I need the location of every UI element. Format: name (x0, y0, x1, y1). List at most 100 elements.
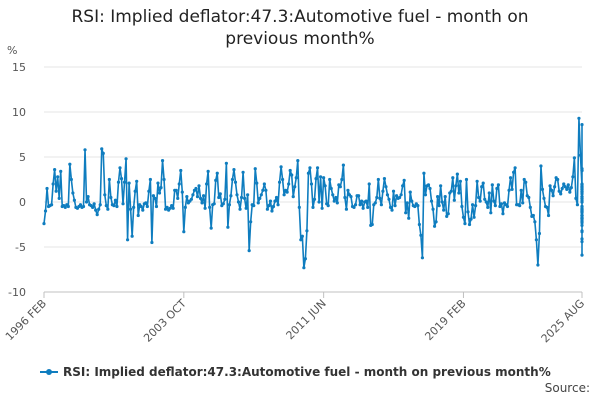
data-point-47[interactable] (113, 198, 118, 202)
data-point-324[interactable] (534, 238, 538, 242)
data-point-53[interactable] (122, 180, 127, 184)
data-point-97[interactable] (189, 197, 194, 201)
data-point-71[interactable] (150, 240, 154, 245)
data-point-251[interactable] (423, 193, 428, 197)
data-point-144[interactable] (261, 188, 265, 192)
data-point-98[interactable] (191, 193, 195, 197)
data-point-59[interactable] (132, 205, 136, 209)
data-point-281[interactable] (469, 217, 473, 221)
data-point-399[interactable] (580, 217, 584, 221)
data-point-290[interactable] (483, 197, 487, 201)
data-point-148[interactable] (267, 204, 271, 208)
data-point-135[interactable] (247, 249, 251, 253)
data-point-179[interactable] (314, 177, 318, 181)
data-point-277[interactable] (463, 222, 467, 226)
data-point-344[interactable] (565, 187, 569, 191)
data-point-36[interactable] (97, 207, 101, 211)
data-point-406[interactable] (580, 196, 584, 200)
data-point-42[interactable] (106, 207, 110, 211)
data-point-160[interactable] (285, 190, 289, 194)
data-point-14[interactable] (63, 205, 67, 209)
data-point-261[interactable] (439, 184, 443, 188)
data-point-156[interactable] (279, 165, 283, 169)
data-point-43[interactable] (107, 177, 111, 182)
data-point-73[interactable] (153, 196, 157, 200)
data-point-228[interactable] (388, 205, 393, 209)
data-point-352[interactable] (577, 116, 581, 120)
data-point-11[interactable] (59, 169, 63, 173)
data-point-287[interactable] (478, 199, 482, 203)
data-point-238[interactable] (404, 211, 408, 215)
data-point-44[interactable] (109, 195, 113, 200)
data-point-84[interactable] (170, 204, 174, 208)
data-point-2[interactable] (45, 186, 49, 191)
data-point-78[interactable] (160, 159, 165, 163)
data-point-294[interactable] (489, 211, 493, 215)
data-point-343[interactable] (563, 185, 567, 189)
data-point-247[interactable] (417, 222, 421, 227)
data-point-283[interactable] (472, 215, 476, 219)
data-point-402[interactable] (580, 200, 584, 204)
data-point-121[interactable] (226, 225, 230, 229)
data-point-239[interactable] (405, 201, 409, 205)
data-point-356[interactable] (580, 123, 584, 127)
data-point-167[interactable] (296, 159, 300, 163)
data-point-229[interactable] (390, 208, 394, 212)
data-point-16[interactable] (66, 204, 70, 209)
data-point-300[interactable] (498, 204, 502, 209)
data-point-136[interactable] (249, 220, 253, 224)
data-point-101[interactable] (195, 195, 200, 199)
data-point-113[interactable] (214, 178, 218, 182)
data-point-163[interactable] (290, 173, 294, 177)
data-point-173[interactable] (305, 229, 309, 233)
data-point-195[interactable] (338, 185, 342, 189)
data-point-380[interactable] (580, 240, 584, 244)
data-point-104[interactable] (200, 201, 204, 205)
data-point-120[interactable] (224, 161, 228, 165)
data-point-269[interactable] (451, 176, 455, 180)
data-point-172[interactable] (303, 257, 307, 261)
data-point-85[interactable] (171, 206, 175, 210)
data-point-358[interactable] (580, 253, 584, 257)
data-point-139[interactable] (253, 167, 257, 171)
data-point-37[interactable] (98, 203, 102, 207)
data-point-349[interactable] (572, 156, 576, 160)
data-point-272[interactable] (455, 172, 459, 176)
data-point-79[interactable] (162, 177, 166, 182)
data-point-285[interactable] (475, 179, 479, 183)
data-point-162[interactable] (288, 168, 292, 173)
data-point-125[interactable] (232, 168, 236, 172)
data-point-218[interactable] (373, 201, 377, 205)
data-point-320[interactable] (528, 205, 532, 209)
data-point-169[interactable] (299, 238, 303, 242)
data-point-29[interactable] (86, 195, 90, 199)
data-point-193[interactable] (335, 201, 339, 205)
data-point-166[interactable] (294, 176, 298, 180)
data-point-342[interactable] (562, 182, 566, 186)
data-point-141[interactable] (256, 201, 260, 205)
data-point-146[interactable] (264, 188, 268, 192)
data-point-92[interactable] (182, 230, 186, 234)
data-point-39[interactable] (101, 151, 105, 155)
data-point-0[interactable] (42, 222, 46, 226)
data-point-347[interactable] (569, 186, 573, 190)
data-point-292[interactable] (486, 205, 490, 209)
data-point-298[interactable] (495, 186, 499, 191)
data-point-119[interactable] (223, 197, 227, 201)
data-point-305[interactable] (505, 204, 510, 209)
data-point-296[interactable] (492, 199, 496, 203)
data-point-70[interactable] (148, 177, 152, 182)
data-point-170[interactable] (300, 234, 304, 238)
data-point-325[interactable] (536, 263, 540, 267)
data-point-187[interactable] (326, 204, 330, 208)
data-point-264[interactable] (443, 195, 447, 199)
data-point-175[interactable] (308, 166, 312, 170)
data-point-33[interactable] (92, 202, 96, 206)
data-point-28[interactable] (84, 200, 89, 204)
data-point-54[interactable] (124, 157, 128, 161)
data-point-302[interactable] (501, 212, 505, 216)
data-point-240[interactable] (407, 216, 411, 220)
data-point-262[interactable] (440, 200, 444, 204)
data-point-116[interactable] (218, 192, 222, 196)
data-point-149[interactable] (268, 199, 273, 203)
